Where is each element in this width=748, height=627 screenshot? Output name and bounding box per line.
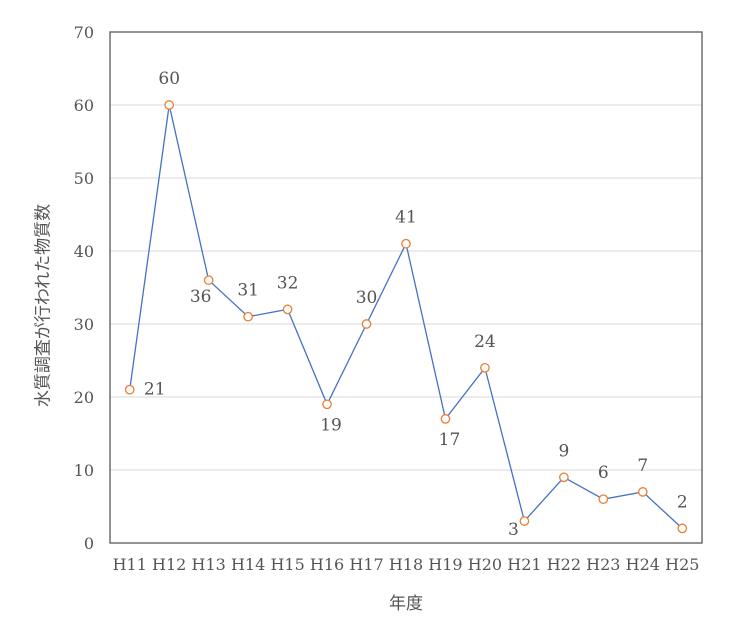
data-label: 6 [598,463,609,483]
data-label: 30 [356,288,378,308]
data-label: 3 [508,520,519,540]
data-point-marker [282,304,293,315]
y-tick-label: 0 [84,534,94,553]
y-tick-label: 30 [74,315,94,334]
data-point-marker [401,238,411,249]
x-tick-label: H21 [507,555,541,574]
data-label: 41 [395,208,417,228]
x-tick-label: H25 [665,555,699,574]
series-markers [124,100,688,534]
data-point-marker [637,487,648,497]
plot-area-frame [109,31,703,544]
data-point-marker [243,311,253,322]
data-label: 36 [190,287,212,307]
data-point-marker [203,275,214,286]
data-labels: 21 60 36 31 32 19 30 41 17 24 3 9 6 7 2 [144,69,688,540]
data-label: 19 [320,415,342,435]
x-tick-label: H18 [389,555,423,574]
data-label: 31 [237,281,259,301]
data-label: 17 [439,430,461,450]
x-tick-label: H13 [192,555,226,574]
x-tick-label: H20 [468,555,502,574]
x-tick-label: H15 [270,555,304,574]
data-point-marker [598,494,609,505]
gridlines [110,104,702,471]
data-point-marker [322,399,332,410]
data-label: 9 [558,441,569,461]
y-tick-label: 20 [74,388,94,407]
y-axis-ticks: 0 10 20 30 40 50 60 70 [74,23,94,553]
x-tick-label: H17 [349,555,383,574]
x-tick-label: H11 [113,555,147,574]
data-point-marker [361,319,372,329]
data-label: 21 [144,380,166,400]
x-axis-title: 年度 [389,594,423,614]
data-point-marker [440,414,451,424]
x-axis-ticks: H11 H12 H13 H14 H15 H16 H17 H18 H19 H20 H21 H22 H23 H… [113,555,700,574]
x-tick-label: H12 [152,555,186,574]
data-label: 60 [158,69,180,89]
x-tick-label: H24 [626,555,660,574]
data-label: 32 [277,273,299,293]
data-point-marker [677,523,688,534]
x-tick-label: H23 [586,555,620,574]
x-tick-label: H14 [231,555,265,574]
y-tick-label: 50 [74,169,94,188]
data-point-marker [519,516,530,526]
x-tick-label: H16 [310,555,344,574]
data-label: 2 [677,492,688,512]
data-label: 24 [474,332,496,352]
data-point-marker [559,472,569,483]
data-label: 7 [637,456,648,476]
y-tick-label: 40 [74,242,94,261]
data-point-marker [164,100,175,110]
data-point-marker [124,384,135,395]
x-tick-label: H19 [428,555,462,574]
y-axis-title: 水質調査が行われた物質数 [34,204,54,407]
y-tick-label: 60 [74,96,94,115]
data-point-marker [480,362,490,373]
y-tick-label: 10 [74,461,94,480]
y-tick-label: 70 [74,23,94,42]
x-tick-label: H22 [547,555,581,574]
